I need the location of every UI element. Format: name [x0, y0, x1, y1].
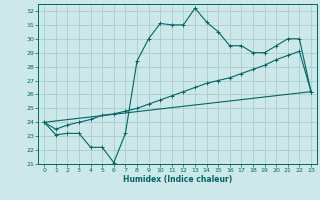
X-axis label: Humidex (Indice chaleur): Humidex (Indice chaleur) — [123, 175, 232, 184]
